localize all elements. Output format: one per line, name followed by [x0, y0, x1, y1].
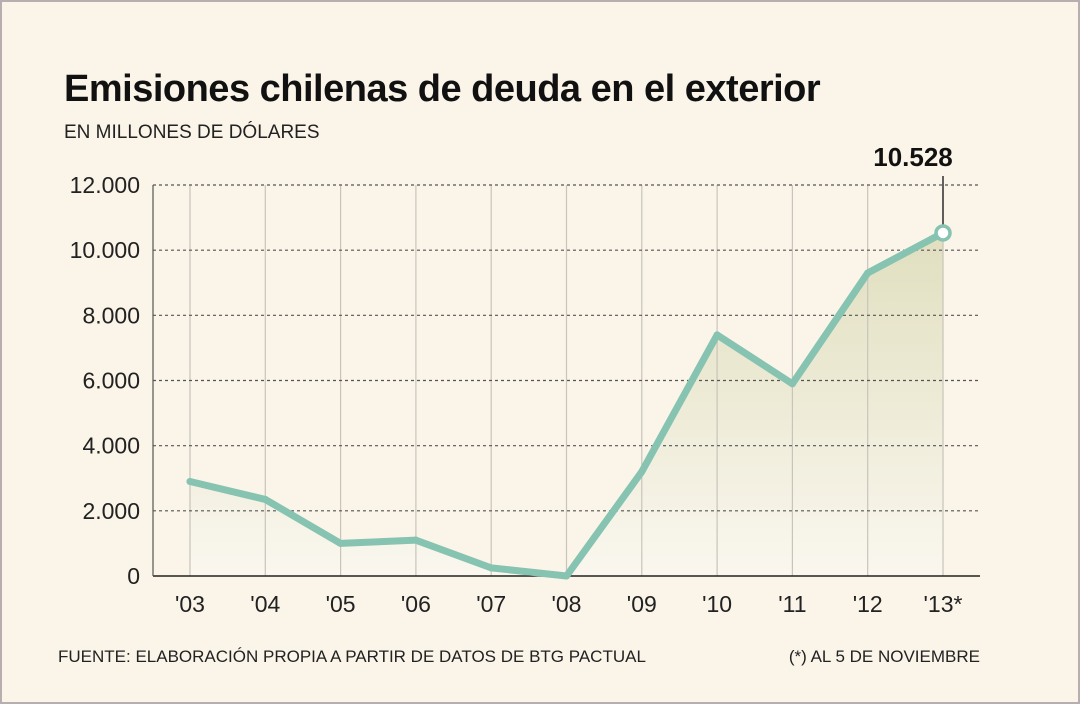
x-tick-label: '11 — [778, 591, 806, 617]
data-point — [713, 331, 721, 339]
y-tick-label: 10.000 — [70, 237, 140, 263]
data-point — [487, 564, 495, 572]
x-tick-label: '08 — [552, 591, 582, 617]
data-point — [788, 380, 796, 388]
data-point — [864, 269, 872, 277]
area-fill — [190, 232, 943, 577]
line-layer — [186, 229, 947, 580]
highlight-point — [934, 224, 952, 242]
grid-layer — [153, 184, 980, 576]
chart-subtitle: EN MILLONES DE DÓLARES — [64, 122, 320, 143]
label-layer: 10.528 — [873, 142, 953, 242]
x-tick-label: '04 — [250, 591, 280, 617]
footnote: (*) AL 5 DE NOVIEMBRE — [788, 647, 980, 666]
data-point — [412, 536, 420, 544]
y-tick-label: 12.000 — [70, 172, 140, 198]
x-tick-label: '03 — [175, 591, 205, 617]
data-point — [563, 572, 570, 580]
axis-layer: 0 2.000 4.000 6.000 8.000 10.000 12.000 '03 '04 '… — [70, 172, 980, 617]
y-tick-label: 2.000 — [82, 498, 140, 524]
data-point — [261, 495, 269, 503]
data-point — [337, 539, 345, 547]
y-tick-label: 8.000 — [82, 302, 140, 328]
x-tick-label: '06 — [401, 591, 431, 617]
x-tick-label: '13* — [924, 591, 963, 617]
x-tick-label: '12 — [853, 591, 883, 617]
source-note: FUENTE: ELABORACIÓN PROPIA A PARTIR DE D… — [58, 647, 646, 666]
data-point — [638, 468, 646, 476]
callout-label: 10.528 — [873, 142, 953, 172]
y-tick-label: 4.000 — [82, 433, 140, 459]
x-tick-label: '05 — [326, 591, 356, 617]
chart-title: Emisiones chilenas de deuda en el exteri… — [64, 68, 821, 110]
x-tick-label: '09 — [627, 591, 657, 617]
y-tick-label: 0 — [127, 563, 140, 589]
y-tick-label: 6.000 — [82, 368, 140, 394]
x-tick-label: '10 — [702, 591, 732, 617]
x-tick-label: '07 — [476, 591, 506, 617]
data-point — [186, 478, 194, 486]
area-layer — [190, 232, 943, 577]
